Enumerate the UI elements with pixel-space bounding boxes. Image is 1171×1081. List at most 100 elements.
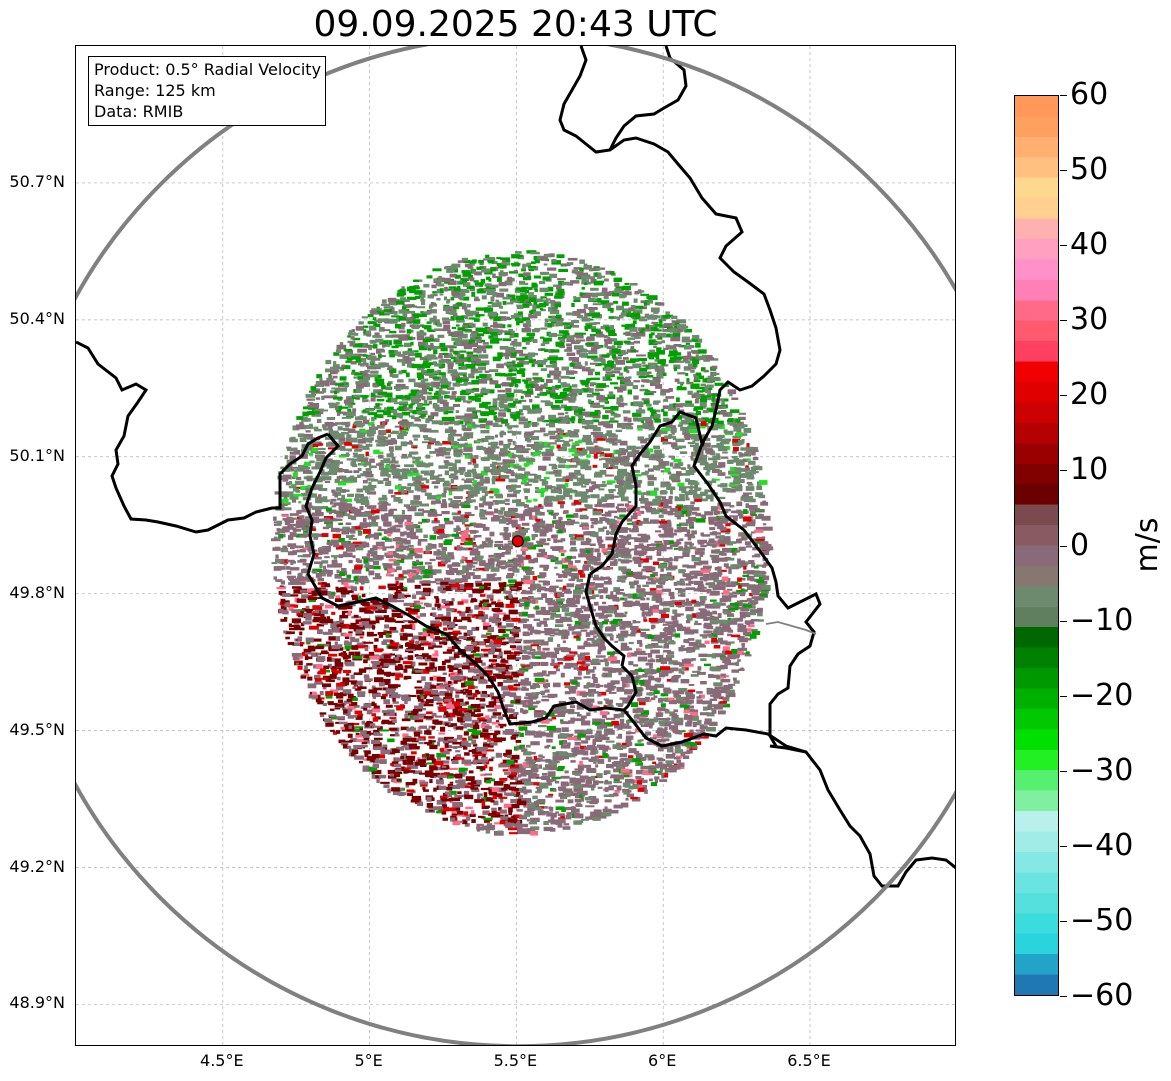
echo-cell <box>462 303 467 306</box>
echo-cell <box>555 314 562 319</box>
echo-cell <box>513 814 523 819</box>
echo-cell <box>619 753 628 758</box>
echo-cell <box>373 729 380 735</box>
echo-cell <box>665 760 674 763</box>
echo-cell <box>378 663 384 666</box>
echo-cell <box>672 359 681 363</box>
echo-cell <box>623 416 628 422</box>
echo-cell <box>388 434 391 438</box>
echo-cell <box>583 304 588 309</box>
echo-cell <box>676 759 681 764</box>
echo-cell <box>280 618 288 622</box>
echo-cell <box>436 810 442 814</box>
echo-cell <box>495 446 500 449</box>
echo-cell <box>639 497 645 501</box>
echo-cell <box>421 415 425 419</box>
echo-cell <box>335 545 344 550</box>
echo-cell <box>619 718 625 724</box>
echo-cell <box>568 475 577 478</box>
echo-cell <box>570 578 574 582</box>
echo-cell <box>452 821 461 826</box>
echo-cell <box>437 614 444 618</box>
echo-cell <box>350 361 357 365</box>
echo-cell <box>569 540 576 546</box>
echo-cell <box>692 670 701 673</box>
echo-cell <box>643 616 647 622</box>
echo-cell <box>400 740 408 745</box>
echo-cell <box>520 663 526 666</box>
echo-cell <box>336 622 342 626</box>
echo-cell <box>331 715 337 720</box>
echo-cell <box>636 584 641 589</box>
echo-cell <box>625 735 634 740</box>
echo-cell <box>460 390 470 396</box>
echo-cell <box>661 437 669 442</box>
echo-cell <box>571 362 581 367</box>
echo-cell <box>472 468 477 473</box>
echo-cell <box>721 703 730 708</box>
echo-cell <box>406 296 417 300</box>
echo-cell <box>582 565 590 571</box>
echo-cell <box>627 537 638 540</box>
echo-cell <box>334 388 344 391</box>
echo-cell <box>728 569 732 574</box>
echo-cell <box>299 655 304 659</box>
echo-cell <box>563 324 569 330</box>
echo-cell <box>317 582 324 585</box>
echo-cell <box>361 720 366 725</box>
echo-cell <box>361 741 368 745</box>
echo-cell <box>543 263 548 266</box>
echo-cell <box>322 409 328 412</box>
echo-cell <box>346 673 350 676</box>
echo-cell <box>332 395 338 398</box>
echo-cell <box>427 754 435 759</box>
echo-cell <box>485 254 490 259</box>
echo-cell <box>709 358 719 361</box>
radar-map-canvas[interactable] <box>76 46 956 1046</box>
echo-cell <box>421 301 426 306</box>
echo-cell <box>732 480 741 484</box>
echo-cell <box>648 769 657 774</box>
echo-cell <box>700 498 708 502</box>
echo-cell <box>605 371 613 374</box>
echo-cell <box>620 642 628 647</box>
echo-cell <box>338 437 346 442</box>
echo-cell <box>728 594 737 598</box>
echo-cell <box>605 503 615 508</box>
echo-cell <box>621 471 629 477</box>
echo-cell <box>619 395 623 398</box>
echo-cell <box>375 615 383 619</box>
echo-cell <box>729 515 739 518</box>
echo-cell <box>645 371 650 376</box>
echo-cell <box>665 396 675 399</box>
echo-cell <box>498 628 506 633</box>
echo-cell <box>549 445 555 449</box>
echo-cell <box>471 542 476 545</box>
echo-cell <box>531 284 538 288</box>
echo-cell <box>480 605 489 610</box>
echo-cell <box>638 510 645 514</box>
radar-map[interactable] <box>75 45 956 1046</box>
echo-cell <box>566 326 571 329</box>
echo-cell <box>642 679 652 683</box>
echo-cell <box>356 434 364 438</box>
echo-cell <box>623 463 633 467</box>
echo-cell <box>506 346 515 350</box>
echo-cell <box>359 636 364 639</box>
echo-cell <box>549 370 555 376</box>
echo-cell <box>355 625 366 630</box>
echo-cell <box>729 393 733 397</box>
echo-cell <box>697 719 702 725</box>
echo-cell <box>687 464 691 469</box>
echo-cell <box>529 398 533 403</box>
echo-cell <box>442 804 447 808</box>
echo-cell <box>420 707 426 711</box>
echo-cell <box>483 345 493 349</box>
echo-cell <box>712 577 718 580</box>
echo-cell <box>597 298 602 303</box>
echo-cell <box>660 470 665 473</box>
echo-cell <box>679 486 687 491</box>
echo-cell <box>345 360 353 363</box>
echo-cell <box>730 581 738 586</box>
echo-cell <box>589 268 593 272</box>
